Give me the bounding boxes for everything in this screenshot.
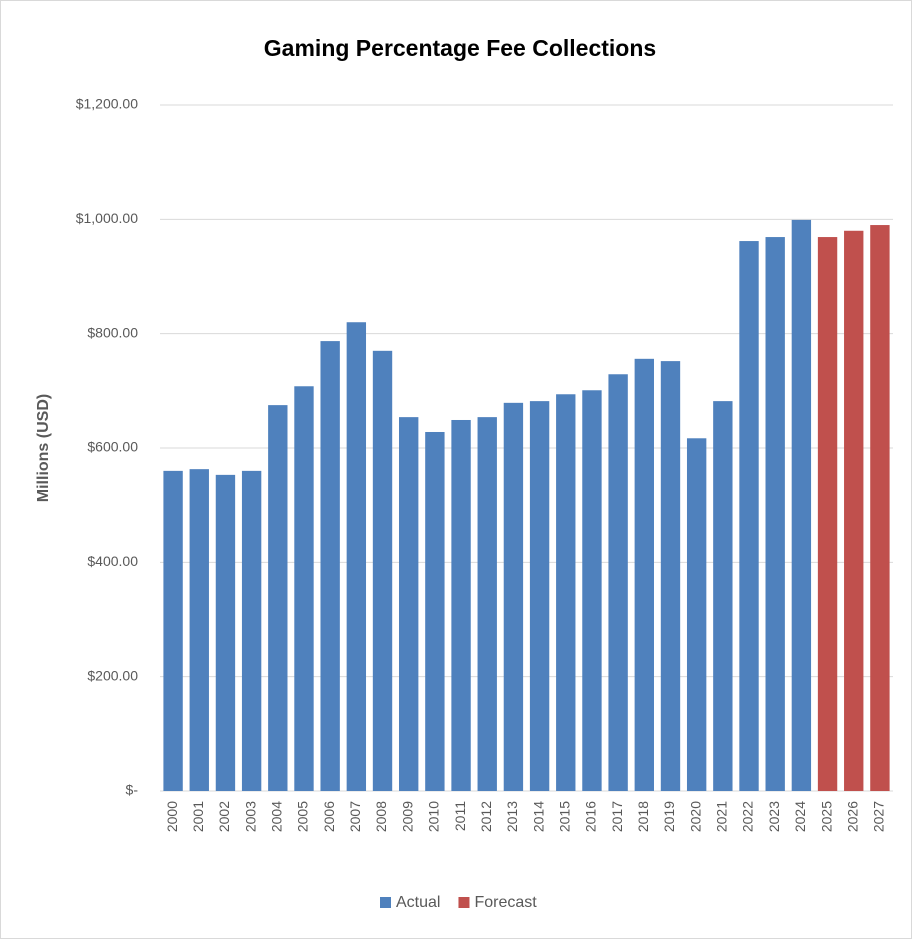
x-tick-label: 2018 — [635, 801, 651, 832]
bar — [660, 361, 681, 791]
bar — [320, 341, 340, 791]
bar — [686, 438, 707, 791]
x-tick-label: 2000 — [164, 801, 180, 832]
legend-swatch — [458, 897, 470, 908]
x-tick-label: 2019 — [661, 801, 677, 832]
legend-label: Forecast — [474, 894, 537, 911]
x-tick-label: 2015 — [556, 801, 572, 832]
x-tick-label: 2016 — [583, 801, 599, 832]
y-tick-label: $200.00 — [87, 667, 138, 683]
bar — [477, 417, 497, 791]
bar — [739, 241, 759, 792]
y-tick-label: $400.00 — [87, 553, 138, 569]
x-tick-label: 2012 — [478, 801, 494, 832]
x-tick-label: 2026 — [844, 801, 860, 832]
x-tick-label: 2024 — [792, 801, 808, 832]
y-tick-label: $1,000.00 — [76, 210, 138, 226]
bar — [399, 417, 419, 791]
x-tick-label: 2022 — [740, 801, 756, 832]
y-tick-label: $1,200.00 — [76, 96, 138, 112]
bar — [189, 469, 209, 791]
bar — [372, 350, 393, 791]
bar — [582, 390, 602, 791]
y-tick-label: $800.00 — [87, 324, 138, 340]
bar — [241, 470, 262, 791]
bar — [503, 402, 524, 791]
x-tick-label: 2011 — [452, 801, 468, 831]
x-tick-label: 2010 — [426, 801, 442, 832]
x-tick-label: 2021 — [714, 801, 730, 832]
bar — [791, 219, 812, 791]
bar — [870, 225, 890, 792]
bar — [608, 374, 628, 791]
bar — [765, 237, 785, 791]
chart-title: Gaming Percentage Fee Collections — [264, 35, 656, 61]
x-tick-label: 2003 — [242, 801, 258, 832]
bar — [425, 431, 445, 791]
x-tick-label: 2006 — [321, 801, 337, 832]
x-tick-label: 2002 — [216, 801, 232, 832]
x-tick-label: 2001 — [190, 801, 206, 832]
x-tick-label: 2023 — [766, 801, 782, 832]
bar — [346, 322, 367, 791]
x-tick-label: 2007 — [347, 801, 363, 832]
x-tick-label: 2013 — [504, 801, 520, 832]
x-tick-label: 2027 — [871, 801, 887, 832]
x-tick-label: 2017 — [609, 801, 625, 832]
bar — [634, 358, 654, 791]
bar — [817, 237, 838, 791]
bar — [451, 419, 471, 791]
legend-swatch — [380, 897, 391, 908]
y-tick-label: $600.00 — [87, 439, 138, 455]
x-tick-label: 2014 — [530, 801, 546, 832]
bar — [529, 401, 550, 791]
x-tick-label: 2009 — [399, 801, 415, 832]
x-tick-label: 2008 — [373, 801, 389, 832]
bar — [215, 474, 236, 791]
bar — [294, 386, 314, 791]
bar — [844, 230, 864, 791]
x-tick-label: 2025 — [818, 801, 834, 832]
y-tick-label: $- — [126, 782, 139, 798]
x-tick-label: 2020 — [687, 801, 703, 832]
bar — [713, 401, 733, 791]
bar — [556, 394, 576, 791]
bar — [163, 470, 183, 791]
x-tick-label: 2005 — [295, 801, 311, 832]
x-tick-label: 2004 — [269, 801, 285, 832]
y-axis-label: Millions (USD) — [35, 394, 52, 502]
bar — [268, 405, 288, 791]
legend-label: Actual — [396, 894, 440, 911]
